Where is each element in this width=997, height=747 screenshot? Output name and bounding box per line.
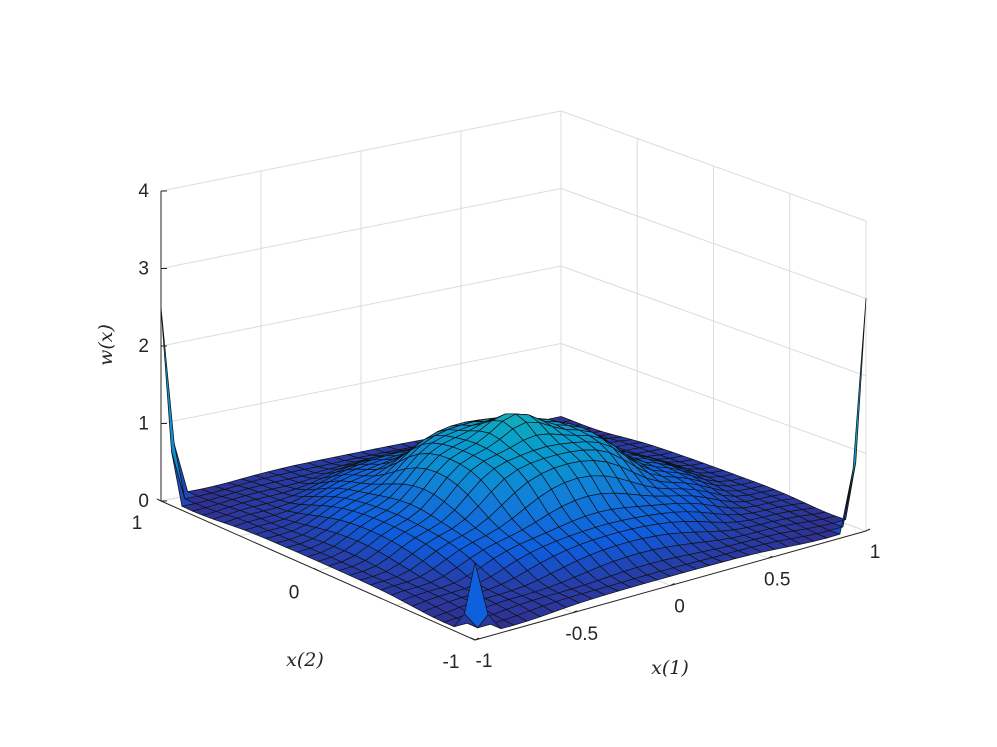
x-tick-mark — [865, 528, 871, 532]
x-tick-mark — [670, 583, 675, 586]
y-axis-label: x(2) — [286, 649, 324, 671]
z-tick-label: 1 — [138, 414, 149, 435]
grid-line — [160, 110, 562, 192]
grid-line — [160, 265, 562, 347]
surface-quad — [842, 298, 867, 528]
x-tick-label: 1 — [870, 542, 881, 563]
x-tick-label: 0 — [674, 597, 685, 618]
x-tick-mark — [474, 637, 480, 641]
y-tick-label: 1 — [132, 513, 143, 534]
z-tick-label: 3 — [138, 259, 149, 280]
x-axis-label: x(1) — [651, 657, 689, 679]
z-tick-label: 2 — [138, 336, 149, 357]
y-tick-mark — [470, 637, 476, 641]
y-tick-mark — [313, 568, 319, 571]
grid-line — [560, 110, 867, 222]
grid-line — [160, 188, 562, 269]
grid-line — [560, 188, 867, 299]
grid-line — [160, 343, 562, 424]
z-tick-label: 4 — [138, 181, 149, 202]
grid-line — [560, 343, 867, 454]
y-tick-label: -1 — [443, 652, 460, 673]
x-tick-label: 0.5 — [764, 569, 790, 590]
grid-line — [560, 265, 867, 377]
surface-quad — [464, 562, 489, 629]
z-tick-label: 0 — [138, 491, 149, 512]
y-tick-mark — [156, 498, 162, 502]
x-tick-label: -1 — [476, 651, 493, 672]
x-tick-mark — [572, 610, 577, 614]
y-tick-label: 0 — [289, 583, 300, 604]
z-axis-label: w(x) — [95, 324, 117, 366]
x-tick-mark — [768, 555, 773, 559]
x-tick-label: -0.5 — [565, 624, 598, 645]
surface-mesh — [160, 298, 867, 630]
